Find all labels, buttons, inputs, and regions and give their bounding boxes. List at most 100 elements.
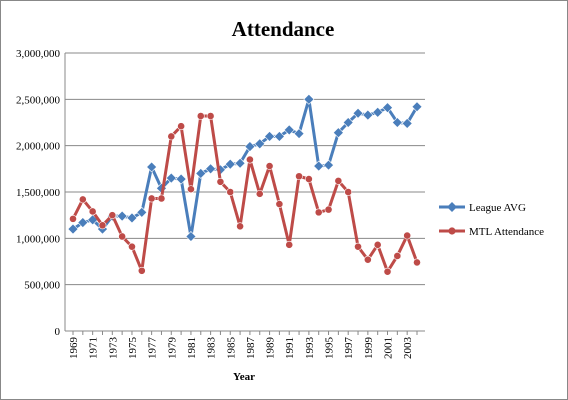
legend-item: MTL Attendance: [439, 226, 544, 238]
data-point: [265, 162, 274, 170]
data-point: [206, 112, 215, 120]
data-point: [363, 255, 372, 264]
data-point: [224, 158, 236, 170]
data-point: [254, 138, 266, 150]
data-point: [403, 231, 412, 240]
data-point: [246, 155, 254, 164]
y-tick-label: 1,000,000: [16, 233, 61, 245]
x-tick-label: 1985: [225, 337, 237, 360]
data-point: [411, 101, 423, 113]
y-tick-label: 3,000,000: [16, 48, 61, 60]
data-point: [323, 159, 334, 171]
data-point: [126, 212, 138, 224]
data-point: [175, 173, 187, 185]
x-tick-label: 1975: [127, 337, 139, 360]
data-point: [226, 188, 235, 196]
data-point: [342, 117, 354, 128]
x-tick-label: 1981: [186, 337, 198, 359]
data-point: [391, 117, 403, 128]
data-point: [69, 214, 77, 223]
y-tick-label: 0: [55, 326, 61, 338]
data-point: [205, 163, 217, 175]
x-tick-label: 1977: [147, 337, 159, 360]
data-point: [255, 189, 264, 198]
data-point: [393, 252, 402, 260]
x-tick-label: 1999: [363, 337, 375, 360]
legend-marker: [448, 227, 456, 235]
x-tick-label: 1993: [304, 337, 316, 360]
data-point: [195, 168, 207, 179]
data-point: [313, 160, 325, 172]
x-tick-label: 1979: [166, 337, 178, 360]
axes: [64, 53, 425, 335]
data-point: [234, 157, 246, 169]
data-point: [413, 258, 421, 267]
data-point: [332, 127, 344, 139]
x-tick-label: 2003: [402, 337, 414, 360]
x-tick-label: 1971: [88, 337, 100, 359]
data-point: [352, 107, 364, 119]
x-tick-label: 1973: [107, 337, 119, 360]
data-point: [324, 205, 333, 214]
y-tick-label: 500,000: [24, 280, 60, 292]
chart-title: Attendance: [232, 17, 335, 41]
legend-item: League AVG: [439, 202, 526, 214]
data-point: [314, 208, 323, 217]
x-tick-label: 2001: [383, 337, 395, 359]
data-point: [344, 188, 353, 196]
data-point: [77, 217, 89, 229]
data-point: [373, 240, 382, 249]
x-tick-label: 1969: [68, 337, 80, 360]
data-point: [354, 242, 362, 251]
x-tick-label: 1989: [265, 337, 277, 360]
data-point: [216, 177, 225, 186]
data-point: [128, 242, 136, 251]
data-point: [165, 172, 177, 184]
data-point: [177, 122, 186, 131]
data-point: [273, 130, 285, 142]
series-league-avg: [67, 93, 423, 242]
x-tick-label: 1983: [206, 337, 218, 360]
x-axis-tick-labels: 1969 1971 1973 1975 1977 1979 1981 1983 1985 1987…: [68, 337, 414, 360]
y-tick-label: 1,500,000: [16, 187, 61, 199]
data-point: [401, 118, 413, 129]
x-tick-label: 1991: [284, 337, 296, 359]
legend: League AVG MTL Attendance: [439, 202, 544, 238]
data-point: [303, 93, 315, 105]
data-point: [136, 206, 148, 218]
data-point: [118, 232, 127, 241]
legend-marker: [447, 202, 457, 212]
x-tick-label: 1995: [324, 337, 336, 360]
data-point: [383, 267, 392, 276]
data-point: [285, 240, 294, 249]
y-tick-label: 2,500,000: [16, 94, 61, 106]
data-point: [304, 175, 313, 183]
data-point: [187, 185, 195, 194]
data-point: [147, 194, 156, 203]
data-point: [295, 172, 303, 181]
series-mtl-attendance: [69, 112, 421, 276]
data-point: [167, 132, 176, 141]
legend-label: League AVG: [469, 202, 526, 214]
data-point: [293, 128, 305, 140]
data-point: [157, 194, 166, 203]
y-axis-tick-labels: 0 500,000 1,000,000 1,500,000 2,000,000 2,500…: [16, 48, 61, 338]
data-point: [146, 161, 158, 173]
data-point: [382, 102, 393, 114]
x-tick-label: 1987: [245, 337, 257, 360]
data-point: [236, 222, 244, 231]
data-point: [196, 112, 205, 120]
data-point: [185, 231, 197, 242]
data-point: [78, 195, 87, 204]
data-point: [137, 266, 146, 275]
data-point: [275, 200, 284, 208]
data-point: [67, 223, 79, 235]
data-point: [372, 106, 384, 118]
data-point: [108, 211, 117, 220]
y-tick-label: 2,000,000: [16, 141, 61, 153]
data-point: [88, 207, 97, 216]
data-point: [283, 124, 295, 136]
data-point: [98, 221, 107, 230]
